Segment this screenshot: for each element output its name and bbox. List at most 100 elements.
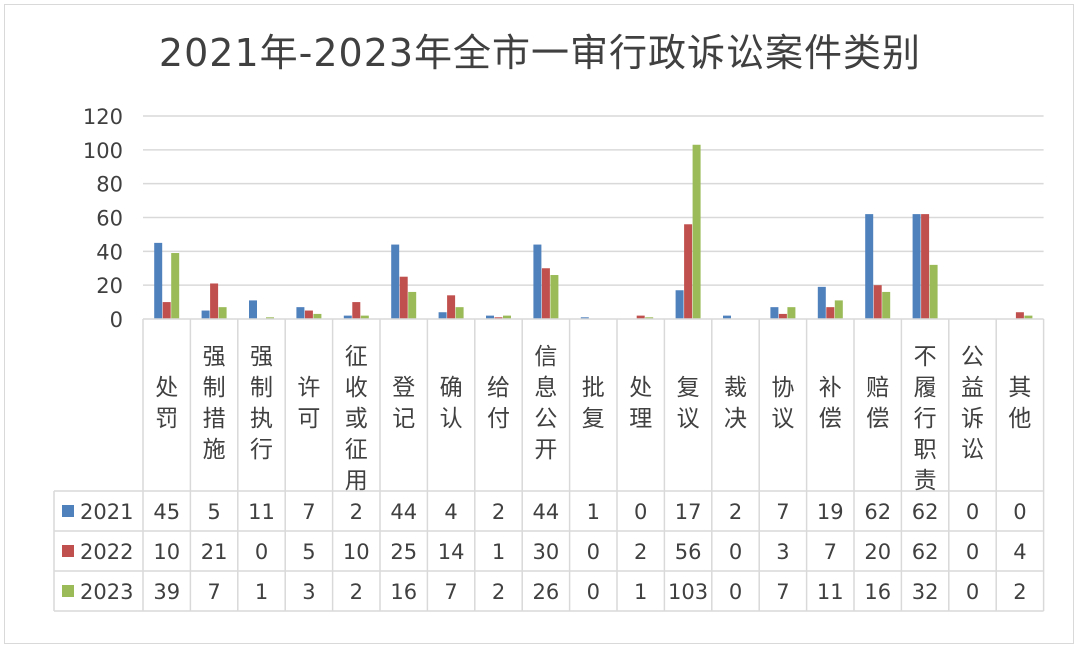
data-label: 4 — [444, 500, 457, 524]
bar-2021 — [296, 307, 305, 319]
category-label: 裁决 — [724, 375, 747, 432]
category-label: 信息公开 — [534, 344, 557, 463]
data-label: 10 — [343, 540, 370, 564]
category-label: 不履行职责 — [914, 344, 937, 494]
bar-2021 — [486, 315, 494, 319]
bar-2023 — [503, 315, 511, 319]
bar-2021 — [912, 214, 921, 319]
bar-2022 — [447, 295, 456, 319]
data-label: 56 — [675, 540, 702, 564]
data-label: 2 — [1013, 580, 1026, 604]
bar-2022 — [210, 283, 219, 319]
chart-frame — [4, 4, 1074, 644]
data-label: 21 — [201, 540, 228, 564]
data-label: 7 — [302, 500, 315, 524]
bar-2023 — [929, 264, 938, 319]
category-label: 确认 — [440, 375, 463, 432]
legend-label: 2021 — [80, 500, 133, 524]
category-label: 公益诉讼 — [961, 344, 984, 463]
y-tick-label: 60 — [96, 207, 123, 231]
bar-2023 — [1024, 315, 1033, 319]
data-label: 1 — [492, 540, 505, 564]
bar-2021 — [770, 307, 779, 319]
bar-2023 — [455, 307, 464, 319]
data-label: 3 — [302, 580, 315, 604]
bar-2022 — [826, 307, 835, 319]
bar-2021 — [391, 244, 400, 319]
bar-2023 — [218, 307, 227, 319]
category-label: 征收或征用 — [345, 344, 368, 494]
legend-label: 2023 — [80, 580, 133, 604]
bar-2021 — [201, 310, 210, 319]
y-tick-label: 120 — [83, 105, 123, 129]
bar-2022 — [1015, 312, 1024, 319]
bar-2023 — [171, 253, 180, 319]
data-label: 10 — [153, 540, 180, 564]
bar-2022 — [778, 313, 787, 319]
bar-2023 — [360, 315, 369, 319]
data-label: 25 — [390, 540, 417, 564]
bar-2022 — [921, 214, 930, 319]
bar-2023 — [787, 307, 796, 319]
data-label: 2 — [350, 500, 363, 524]
bar-2023 — [266, 317, 274, 319]
category-label: 批复 — [582, 375, 605, 432]
legend-key-2022 — [62, 545, 74, 557]
data-label: 30 — [533, 540, 560, 564]
category-label: 强制执行 — [250, 344, 273, 463]
chart-title: 2021年-2023年全市一审行政诉讼案件类别 — [158, 31, 922, 75]
category-label: 处罚 — [155, 375, 178, 432]
bar-2021 — [580, 317, 589, 319]
data-label: 5 — [207, 500, 220, 524]
data-label: 14 — [438, 540, 465, 564]
data-label: 16 — [864, 580, 891, 604]
bar-2023 — [645, 317, 654, 319]
data-label: 0 — [966, 500, 979, 524]
data-label: 0 — [587, 580, 600, 604]
category-label: 强制措施 — [203, 344, 226, 463]
data-label: 2 — [350, 580, 363, 604]
bar-2021 — [533, 244, 542, 319]
bar-2022 — [304, 310, 313, 319]
data-label: 1 — [634, 580, 647, 604]
data-label: 45 — [153, 500, 180, 524]
bar-2023 — [882, 291, 891, 319]
legend-label: 2022 — [80, 540, 133, 564]
data-label: 4 — [1013, 540, 1026, 564]
bar-2022 — [162, 302, 171, 319]
category-label: 赔偿 — [866, 375, 889, 432]
bar-2022 — [684, 224, 693, 319]
y-tick-label: 80 — [96, 173, 123, 197]
bar-2023 — [692, 144, 701, 319]
data-label: 17 — [675, 500, 702, 524]
data-label: 7 — [824, 540, 837, 564]
bar-2022 — [541, 268, 550, 319]
data-label: 44 — [533, 500, 560, 524]
data-label: 0 — [1013, 500, 1026, 524]
data-label: 0 — [255, 540, 268, 564]
data-label: 11 — [248, 500, 275, 524]
data-label: 7 — [207, 580, 220, 604]
data-label: 0 — [729, 580, 742, 604]
data-label: 19 — [817, 500, 844, 524]
data-label: 2 — [729, 500, 742, 524]
data-label: 0 — [966, 580, 979, 604]
bar-2021 — [675, 290, 684, 319]
legend-key-2021 — [62, 505, 74, 517]
bar-2021 — [343, 315, 352, 319]
data-label: 7 — [776, 500, 789, 524]
bar-2022 — [494, 317, 503, 319]
bar-2022 — [352, 302, 361, 319]
data-label: 0 — [729, 540, 742, 564]
data-label: 2 — [492, 500, 505, 524]
data-label: 0 — [966, 540, 979, 564]
category-label: 许可 — [297, 375, 320, 432]
data-label: 62 — [912, 540, 939, 564]
y-tick-label: 40 — [96, 240, 123, 264]
data-label: 3 — [776, 540, 789, 564]
category-label: 其他 — [1008, 375, 1031, 432]
data-label: 0 — [634, 500, 647, 524]
bar-2022 — [636, 315, 645, 319]
y-tick-label: 0 — [110, 308, 123, 332]
